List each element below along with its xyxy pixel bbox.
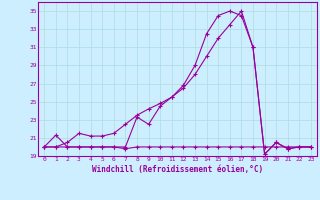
X-axis label: Windchill (Refroidissement éolien,°C): Windchill (Refroidissement éolien,°C): [92, 165, 263, 174]
